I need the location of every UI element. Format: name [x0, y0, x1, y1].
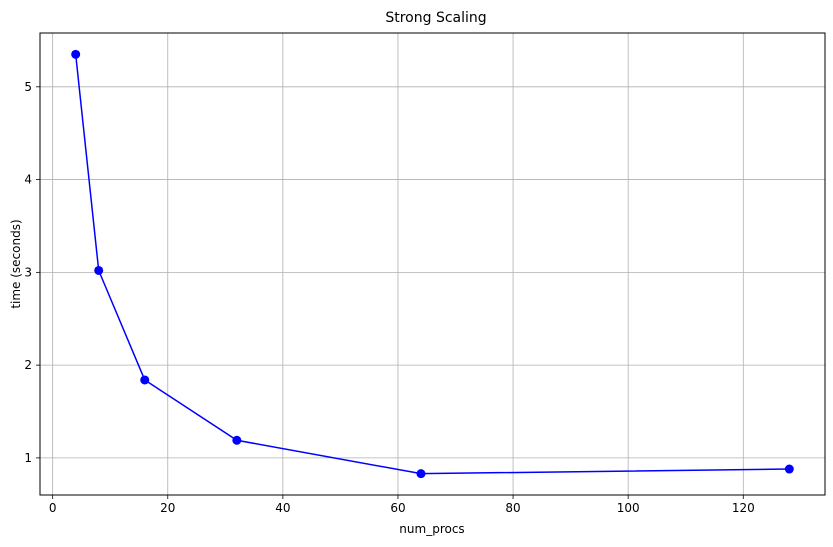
data-point	[140, 375, 150, 385]
data-point	[71, 49, 81, 59]
x-tick-label: 0	[49, 501, 57, 515]
y-tick-label: 2	[24, 358, 32, 372]
plot-frame	[39, 32, 826, 496]
series-line	[74, 54, 790, 475]
y-axis-ticks: 1 2 3 4 5	[24, 80, 40, 465]
x-tick-label: 100	[617, 501, 640, 515]
x-tick-label: 120	[732, 501, 755, 515]
chart-title: Strong Scaling	[385, 10, 486, 26]
x-tick-label: 40	[275, 501, 290, 515]
y-axis-label: time (seconds)	[9, 219, 23, 308]
grid	[40, 33, 825, 495]
y-tick-label: 4	[24, 173, 32, 187]
axes	[39, 32, 826, 496]
data-point	[94, 265, 104, 275]
x-axis-ticks: 0 20 40 60 80 100 120	[49, 495, 755, 515]
y-tick-label: 3	[24, 265, 32, 279]
x-tick-label: 80	[505, 501, 520, 515]
y-tick-label: 5	[24, 80, 32, 94]
data-point	[416, 469, 426, 479]
data-point	[232, 435, 242, 445]
series-group	[71, 49, 794, 479]
x-tick-label: 20	[160, 501, 175, 515]
x-axis-label: num_procs	[399, 522, 464, 536]
data-point	[784, 464, 794, 474]
y-tick-label: 1	[24, 451, 32, 465]
x-tick-label: 60	[390, 501, 405, 515]
